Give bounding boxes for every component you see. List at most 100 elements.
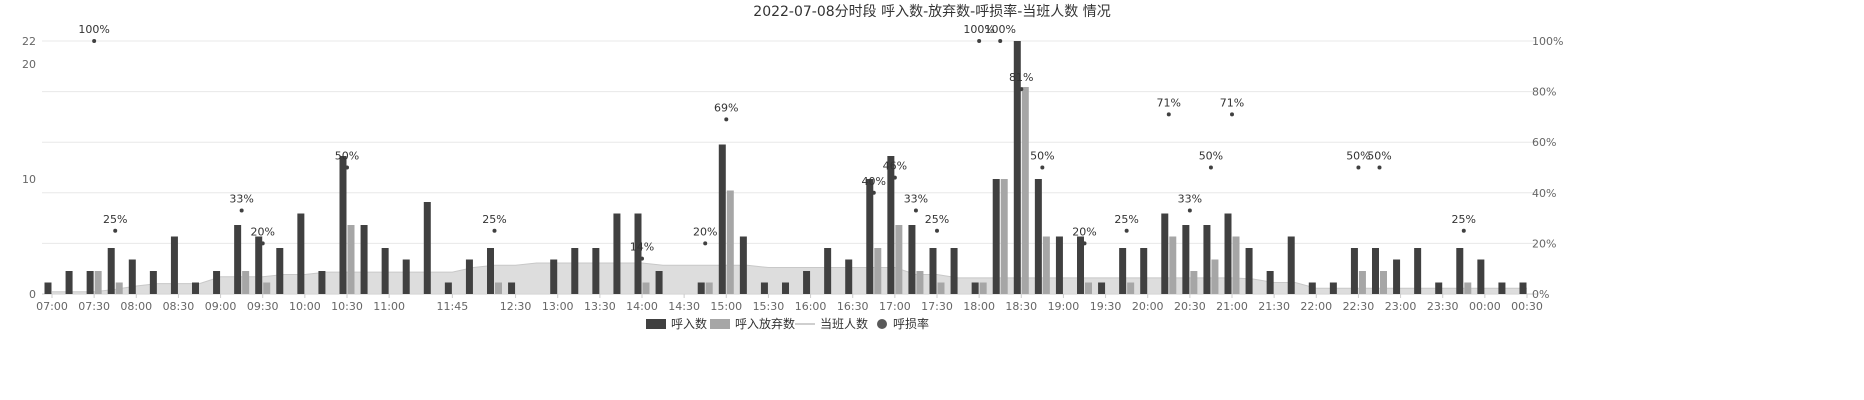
bar-incoming — [655, 271, 663, 294]
bar-incoming — [402, 259, 410, 294]
x-tick-label: 09:30 — [247, 300, 279, 313]
x-tick-label: 07:30 — [78, 300, 110, 313]
staff-area-layer — [52, 262, 1527, 294]
x-tick-label: 22:30 — [1343, 300, 1375, 313]
bar-incoming — [297, 213, 305, 294]
bar-incoming — [1013, 41, 1021, 294]
bar-abandoned — [347, 225, 355, 294]
bar-incoming — [423, 202, 431, 294]
bar-incoming — [1098, 282, 1106, 294]
x-tick-label: 15:30 — [753, 300, 785, 313]
loss-rate-point — [239, 208, 244, 213]
legend-label: 呼入数 — [671, 316, 707, 331]
bar-incoming — [1161, 213, 1169, 294]
bar-incoming — [1372, 248, 1379, 294]
x-tick-label: 19:30 — [1090, 300, 1122, 313]
bar-incoming — [1477, 259, 1485, 294]
bar-incoming — [950, 248, 958, 294]
loss-rate-label: 25% — [1452, 213, 1476, 226]
loss-rate-label: 25% — [482, 213, 506, 226]
bar-incoming — [550, 259, 558, 294]
bar-abandoned — [937, 282, 945, 294]
bar-incoming — [1182, 225, 1190, 294]
bar-incoming — [128, 259, 136, 294]
bar-layer — [44, 41, 1527, 294]
bar-incoming — [44, 282, 52, 294]
loss-rate-label: 25% — [103, 213, 127, 226]
x-tick-label: 13:30 — [584, 300, 616, 313]
bar-incoming — [1245, 248, 1253, 294]
bar-incoming — [339, 156, 347, 294]
loss-rate-point — [1040, 165, 1045, 170]
bar-incoming — [86, 271, 94, 294]
bar-abandoned — [726, 190, 734, 294]
loss-rate-point — [113, 228, 118, 233]
legend-item[interactable]: 呼入放弃数 — [710, 316, 795, 331]
y-right-tick-label: 60% — [1532, 136, 1556, 149]
legend-item[interactable]: 呼损率 — [877, 316, 929, 331]
x-tick-label: 18:30 — [1005, 300, 1037, 313]
bar-abandoned — [1190, 271, 1198, 294]
loss-rate-point — [1377, 165, 1382, 170]
bar-incoming — [1519, 282, 1527, 294]
loss-rate-point — [1356, 165, 1361, 170]
bar-incoming — [381, 248, 389, 294]
bar-incoming — [760, 282, 768, 294]
bar-incoming — [782, 282, 789, 294]
loss-rate-label: 100% — [984, 23, 1015, 36]
loss-rate-point — [1187, 208, 1192, 213]
bar-incoming — [1350, 248, 1358, 294]
bar-incoming — [487, 248, 494, 294]
loss-rate-label: 46% — [883, 160, 907, 173]
loss-rate-point — [998, 39, 1003, 43]
y-left-tick-label: 10 — [22, 173, 36, 186]
loss-rate-label: 50% — [1346, 150, 1370, 163]
loss-rate-point — [345, 165, 349, 170]
loss-rate-label: 20% — [693, 225, 717, 238]
y-left-tick-label: 20 — [22, 58, 36, 71]
bar-incoming — [213, 271, 221, 294]
legend-item[interactable]: 当班人数 — [795, 316, 868, 331]
bar-abandoned — [1085, 282, 1092, 294]
bar-incoming — [613, 213, 621, 294]
loss-rate-label: 40% — [862, 175, 886, 188]
loss-rate-label: 50% — [1367, 150, 1391, 163]
bar-incoming — [508, 282, 516, 294]
axis-layer: 0 10 20 22 0% 20% 40% 60% 80% 100% 07:00 07:30 08:00… — [22, 35, 1563, 313]
legend-swatch — [710, 319, 730, 329]
y-right-tick-label: 100% — [1532, 35, 1563, 48]
x-tick-label: 16:30 — [837, 300, 869, 313]
loss-rate-point — [913, 208, 918, 213]
bar-incoming — [170, 236, 178, 294]
legend-label: 呼入放弃数 — [735, 316, 795, 331]
loss-rate-label: 50% — [1030, 150, 1054, 163]
bar-incoming — [592, 248, 600, 294]
loss-rate-point — [1208, 165, 1213, 170]
bar-incoming — [845, 259, 853, 294]
loss-rate-label: 81% — [1009, 71, 1033, 84]
loss-rate-label: 71% — [1220, 96, 1244, 109]
loss-rate-label: 14% — [630, 241, 654, 254]
bar-incoming — [444, 282, 452, 294]
bar-incoming — [697, 282, 705, 294]
loss-rate-label: 25% — [925, 213, 949, 226]
bar-incoming — [929, 248, 937, 294]
bar-incoming — [149, 271, 157, 294]
legend-item[interactable]: 呼入数 — [646, 316, 707, 331]
bar-incoming — [803, 271, 811, 294]
bar-abandoned — [1464, 282, 1472, 294]
bar-incoming — [1308, 282, 1316, 294]
loss-rate-point — [935, 228, 939, 233]
loss-rate-label: 69% — [714, 101, 738, 114]
x-tick-label: 14:30 — [668, 300, 700, 313]
loss-rate-point — [724, 117, 729, 122]
x-tick-label: 20:30 — [1174, 300, 1206, 313]
bar-abandoned — [94, 271, 102, 294]
bar-incoming — [65, 271, 73, 294]
x-tick-label: 22:00 — [1300, 300, 1332, 313]
x-tick-label: 18:00 — [963, 300, 995, 313]
x-tick-label: 10:30 — [331, 300, 363, 313]
loss-rate-layer: 100% 25% 33% 20% 50% 25% 14% 20% 69% 40% 46% 33% 25%… — [78, 23, 1476, 261]
bar-incoming — [1119, 248, 1127, 294]
bar-abandoned — [1169, 236, 1177, 294]
